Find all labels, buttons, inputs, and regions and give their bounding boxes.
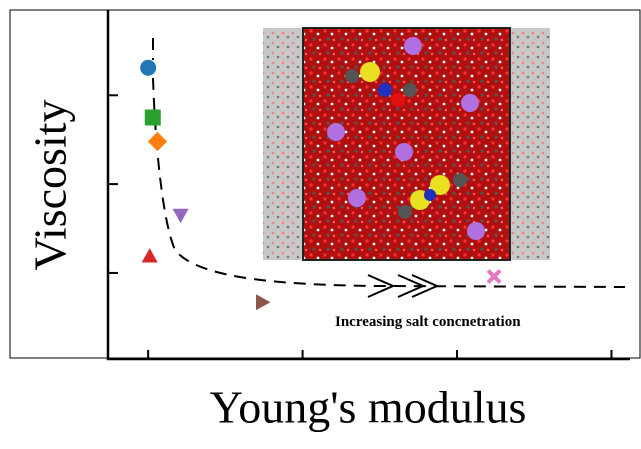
point: [172, 208, 189, 224]
y-axis-label: Viscosity: [25, 99, 76, 270]
inset-image: [263, 27, 550, 261]
point: [256, 294, 271, 311]
arrow: [367, 274, 440, 298]
point: [486, 269, 502, 284]
point: [144, 109, 161, 126]
x-axis-label: Young's modulus: [210, 382, 527, 433]
point: [140, 59, 157, 76]
point: [141, 248, 158, 263]
point: [147, 131, 168, 152]
annotation: Increasing salt concnetration: [335, 314, 521, 330]
